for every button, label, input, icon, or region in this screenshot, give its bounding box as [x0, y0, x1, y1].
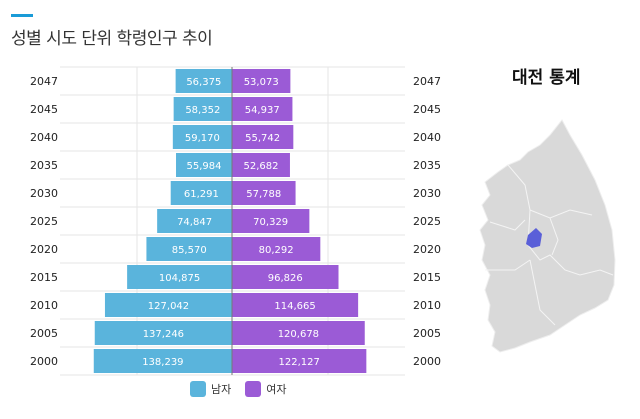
bar-female [232, 293, 359, 317]
legend-label-male: 남자 [211, 383, 232, 396]
year-label-left: 2025 [30, 215, 58, 228]
year-label-right: 2020 [413, 243, 441, 256]
year-label-left: 2015 [30, 271, 58, 284]
year-label-left: 2045 [30, 103, 58, 116]
chart-legend: 남자 여자 [190, 381, 301, 397]
bar-male [94, 321, 232, 345]
data-label-male: 61,291 [184, 189, 219, 200]
data-label-male: 104,875 [159, 273, 200, 284]
year-label-right: 2025 [413, 215, 441, 228]
year-label-left: 2040 [30, 131, 58, 144]
year-label-right: 2045 [413, 103, 441, 116]
data-label-female: 57,788 [246, 189, 281, 200]
data-label-female: 80,292 [259, 245, 294, 256]
bar-male [175, 69, 232, 93]
map-title: 대전 통계 [512, 68, 581, 88]
year-label-left: 2030 [30, 187, 58, 200]
bar-female [232, 125, 294, 149]
bar-male [104, 293, 232, 317]
bar-female [232, 237, 321, 261]
legend-item-female[interactable]: 여자 [245, 381, 287, 397]
year-label-left: 2000 [30, 355, 58, 368]
year-label-right: 2030 [413, 187, 441, 200]
data-label-female: 70,329 [253, 217, 288, 228]
daejeon-highlight [526, 228, 542, 248]
data-label-male: 56,375 [186, 77, 221, 88]
data-label-male: 58,352 [185, 105, 220, 116]
bar-female [232, 321, 365, 345]
bar-male [176, 153, 232, 177]
data-label-female: 53,073 [244, 77, 279, 88]
data-label-male: 55,984 [187, 161, 222, 172]
data-label-male: 127,042 [148, 301, 189, 312]
bar-female [232, 265, 339, 289]
bar-female [232, 349, 367, 373]
bar-male [146, 237, 232, 261]
data-label-female: 96,826 [268, 273, 303, 284]
year-label-left: 2047 [30, 75, 58, 88]
population-bar-chart: 56,375 53,073 2047 2047 58,352 54,937 2045 2045… [30, 66, 441, 376]
data-label-male: 138,239 [142, 357, 183, 368]
legend-swatch-female [245, 381, 262, 397]
data-label-male: 59,170 [185, 133, 220, 144]
year-label-right: 2010 [413, 299, 441, 312]
data-label-male: 74,847 [177, 217, 212, 228]
data-label-male: 137,246 [143, 329, 184, 340]
data-label-female: 114,665 [274, 301, 315, 312]
year-label-right: 2035 [413, 159, 441, 172]
bar-male [127, 265, 232, 289]
title-accent-bar [11, 14, 33, 17]
year-label-left: 2020 [30, 243, 58, 256]
bar-female [232, 69, 291, 93]
bar-male [170, 181, 232, 205]
year-label-right: 2047 [413, 75, 441, 88]
year-label-right: 2005 [413, 327, 441, 340]
year-label-left: 2035 [30, 159, 58, 172]
data-label-female: 55,742 [245, 133, 280, 144]
legend-item-male[interactable]: 남자 [190, 381, 231, 397]
bar-female [232, 97, 293, 121]
legend-label-female: 여자 [266, 383, 287, 396]
legend-swatch-male [190, 381, 206, 397]
page-title: 성별 시도 단위 학령인구 추이 [11, 29, 213, 49]
bar-male [157, 209, 232, 233]
bar-male [93, 349, 232, 373]
year-label-right: 2000 [413, 355, 441, 368]
south-korea-map-icon [479, 119, 616, 353]
year-label-right: 2040 [413, 131, 441, 144]
bar-female [232, 209, 310, 233]
year-label-right: 2015 [413, 271, 441, 284]
data-label-female: 52,682 [243, 161, 278, 172]
data-label-female: 122,127 [278, 357, 319, 368]
bar-female [232, 181, 296, 205]
data-label-female: 54,937 [245, 105, 280, 116]
bar-female [232, 153, 290, 177]
data-label-male: 85,570 [172, 245, 207, 256]
bar-male [172, 125, 232, 149]
data-label-female: 120,678 [278, 329, 319, 340]
year-label-left: 2005 [30, 327, 58, 340]
year-label-left: 2010 [30, 299, 58, 312]
bar-male [173, 97, 232, 121]
